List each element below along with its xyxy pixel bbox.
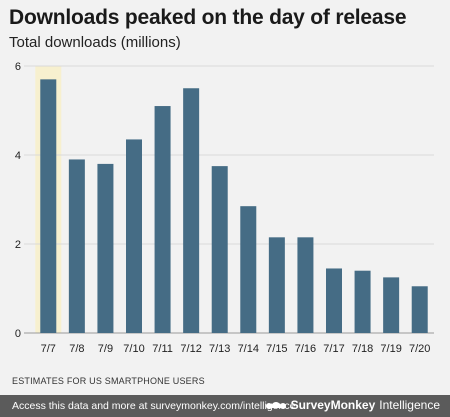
bar bbox=[297, 237, 314, 333]
x-tick-label: 7/11 bbox=[152, 343, 173, 355]
brand-name: SurveyMonkey bbox=[290, 398, 376, 412]
bar bbox=[326, 268, 342, 333]
x-tick-label: 7/10 bbox=[123, 343, 144, 355]
chart-subtitle: Total downloads (millions) bbox=[9, 34, 181, 51]
y-tick-label: 2 bbox=[15, 239, 21, 251]
chart-title: Downloads peaked on the day of release bbox=[9, 6, 407, 29]
y-tick-label: 0 bbox=[15, 328, 21, 340]
x-tick-label: 7/7 bbox=[41, 343, 56, 355]
brand: SurveyMonkey Intelligence bbox=[265, 398, 440, 412]
bar bbox=[354, 270, 371, 333]
x-tick-label: 7/16 bbox=[295, 343, 316, 355]
bar bbox=[411, 286, 428, 333]
y-tick-label: 6 bbox=[15, 61, 21, 73]
bar bbox=[383, 277, 400, 333]
footer-bar: Access this data and more at surveymonke… bbox=[0, 395, 450, 417]
x-tick-label: 7/14 bbox=[238, 343, 259, 355]
x-tick-label: 7/9 bbox=[98, 343, 113, 355]
bar bbox=[268, 237, 285, 333]
x-tick-label: 7/13 bbox=[209, 343, 230, 355]
x-tick-label: 7/17 bbox=[323, 343, 344, 355]
x-tick-label: 7/20 bbox=[409, 343, 430, 355]
bar bbox=[97, 163, 114, 333]
surveymonkey-logo-icon bbox=[265, 402, 286, 409]
bar bbox=[126, 139, 142, 333]
bar bbox=[240, 206, 257, 333]
brand-sub: Intelligence bbox=[379, 398, 440, 412]
bar bbox=[183, 88, 200, 333]
x-tick-label: 7/15 bbox=[266, 343, 287, 355]
bar bbox=[68, 159, 85, 333]
bar-chart: 0 2 4 6 7/7 7/8 7/9 7/10 7/11 7/12 7/13 7/14 7/15 7/1… bbox=[15, 61, 434, 355]
bar bbox=[211, 166, 228, 333]
bar bbox=[40, 79, 57, 333]
x-tick-label: 7/18 bbox=[352, 343, 373, 355]
footnote: ESTIMATES FOR US SMARTPHONE USERS bbox=[12, 376, 205, 386]
x-tick-label: 7/8 bbox=[69, 343, 84, 355]
x-tick-label: 7/19 bbox=[380, 343, 401, 355]
footer-link-text[interactable]: Access this data and more at surveymonke… bbox=[12, 400, 296, 412]
x-tick-label: 7/12 bbox=[180, 343, 201, 355]
bar bbox=[154, 106, 171, 333]
y-tick-label: 4 bbox=[15, 150, 21, 162]
